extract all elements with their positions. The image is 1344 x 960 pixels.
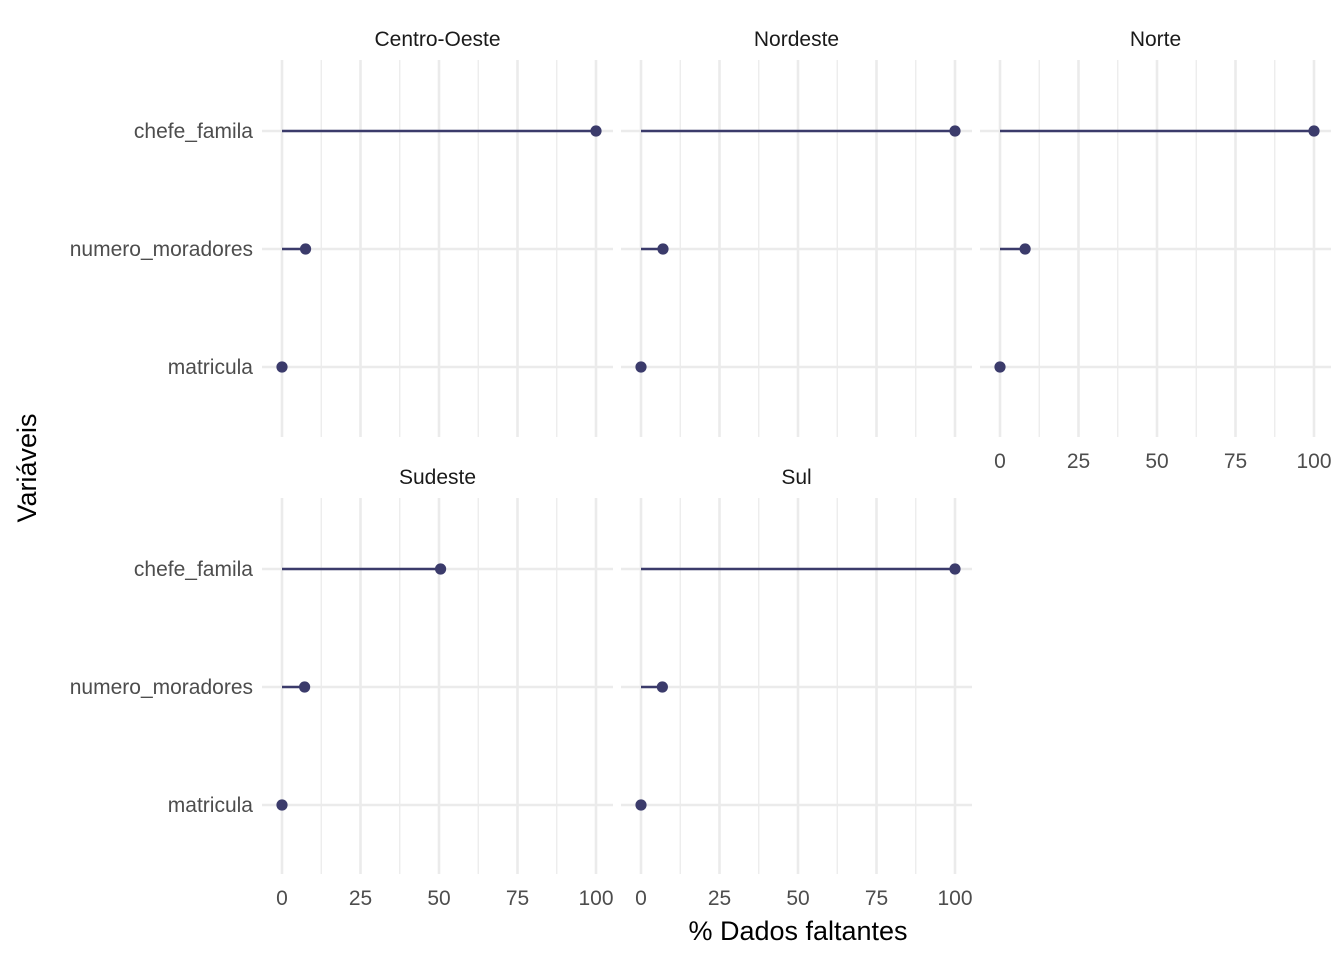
lollipop-point xyxy=(656,681,668,693)
lollipop-point xyxy=(299,681,311,693)
x-tick-label: 75 xyxy=(506,887,529,910)
lollipop-point xyxy=(299,243,312,255)
lollipop-point xyxy=(276,361,288,373)
x-tick-label: 50 xyxy=(786,887,809,910)
facet-strip-label: Nordeste xyxy=(754,28,839,51)
facet-strip-label: Sudeste xyxy=(399,466,476,489)
y-tick-label: matricula xyxy=(168,356,254,379)
x-tick-label: 75 xyxy=(865,887,888,910)
facet-strip-label: Sul xyxy=(781,466,811,489)
lollipop-point xyxy=(949,125,961,137)
x-tick-label: 25 xyxy=(349,887,372,910)
y-tick-label: chefe_famila xyxy=(134,558,253,581)
facet-strip-label: Centro-Oeste xyxy=(374,28,500,51)
lollipop-point xyxy=(635,799,647,811)
facet-panel: Sudeste chefe_famila numero_moradoresmatri… xyxy=(70,466,614,910)
y-axis-title: Variáveis xyxy=(12,413,42,522)
lollipop-point xyxy=(635,361,647,373)
x-tick-label: 50 xyxy=(1145,450,1168,473)
x-tick-label: 100 xyxy=(937,887,972,910)
x-axis-title: % Dados faltantes xyxy=(688,916,907,946)
lollipop-point xyxy=(994,361,1006,373)
lollipop-point xyxy=(1308,125,1320,137)
facet-panels: Centro-Oeste chefe_famila numero_moradores… xyxy=(70,28,1332,910)
lollipop-point xyxy=(949,563,961,575)
x-tick-label: 50 xyxy=(427,887,450,910)
facet-strip-label: Norte xyxy=(1130,28,1181,51)
x-tick-label: 100 xyxy=(578,887,613,910)
x-tick-label: 100 xyxy=(1296,450,1331,473)
y-tick-label: numero_moradores xyxy=(70,238,253,261)
lollipop-point xyxy=(590,125,602,137)
y-tick-label: matricula xyxy=(168,794,254,817)
facet-panel: Nordeste xyxy=(621,28,972,437)
x-tick-label: 0 xyxy=(276,887,288,910)
x-tick-label: 25 xyxy=(708,887,731,910)
lollipop-point xyxy=(1019,243,1031,255)
lollipop-point xyxy=(657,243,669,255)
x-tick-label: 25 xyxy=(1067,450,1090,473)
facet-panel: Sul 0 25 50 75 100 xyxy=(621,466,973,910)
lollipop-point xyxy=(276,799,288,811)
x-tick-label: 75 xyxy=(1224,450,1247,473)
y-tick-label: chefe_famila xyxy=(134,120,253,143)
x-tick-label: 0 xyxy=(994,450,1006,473)
x-tick-label: 0 xyxy=(635,887,647,910)
y-tick-label: numero_moradores xyxy=(70,676,253,699)
lollipop-point xyxy=(434,563,447,575)
facet-panel: Centro-Oeste chefe_famila numero_moradores… xyxy=(70,28,613,437)
facet-panel: Norte 0 25 50 75 100 xyxy=(980,28,1332,473)
